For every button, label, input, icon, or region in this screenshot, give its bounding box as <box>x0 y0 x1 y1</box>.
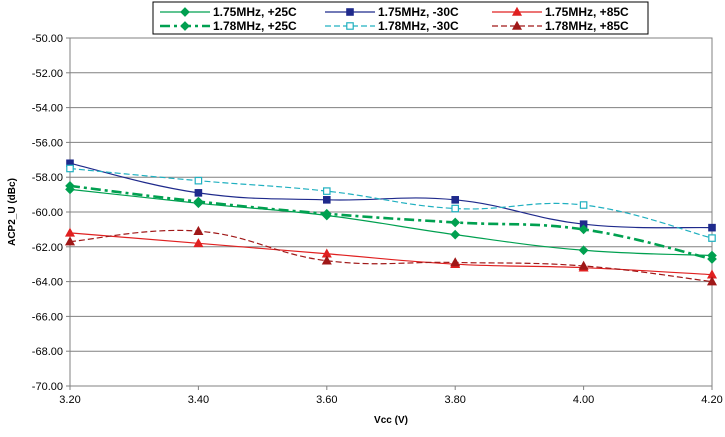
y-tick-label: -50.00 <box>32 33 63 45</box>
series-line <box>69 167 713 239</box>
legend-marker <box>180 7 190 17</box>
data-point <box>579 201 588 209</box>
legend-entry-5: 1.78MHz, -30C <box>325 19 459 33</box>
series-6 <box>64 225 718 286</box>
legend-marker <box>180 21 190 31</box>
data-point <box>578 260 589 270</box>
x-axis-title: Vcc (V) <box>374 415 408 426</box>
y-axis-tick-labels: -50.00 -52.00 -54.00 -56.00 -58.00 -60.00 -62.… <box>32 33 63 393</box>
legend-marker <box>511 6 523 16</box>
legend: 1.75MHz, +25C 1.75MHz, -30C 1.75MHz, +85C1… <box>152 1 649 35</box>
y-tick-label: -62.00 <box>32 242 63 254</box>
data-point <box>323 196 331 204</box>
series-line <box>69 184 713 261</box>
x-tick-label: 3.40 <box>188 394 209 406</box>
y-tick-label: -70.00 <box>32 381 63 393</box>
legend-label: 1.75MHz, +85C <box>545 5 629 19</box>
data-point <box>64 227 76 237</box>
x-tick-label: 3.60 <box>316 394 337 406</box>
plot-area-border <box>69 37 713 387</box>
legend-label: 1.78MHz, -30C <box>378 19 459 33</box>
legend-label: 1.75MHz, +25C <box>213 5 297 19</box>
legend-box <box>152 1 649 35</box>
data-point <box>193 225 204 235</box>
data-point <box>451 196 460 204</box>
data-point <box>708 234 716 242</box>
series-line <box>69 232 713 276</box>
y-tick-label: -64.00 <box>32 277 63 289</box>
legend-entry-1: 1.75MHz, +25C <box>160 5 297 19</box>
x-tick-label: 4.00 <box>573 394 594 406</box>
data-point <box>193 238 204 248</box>
data-point <box>193 196 204 207</box>
data-point <box>707 254 717 264</box>
legend-marker <box>511 20 523 30</box>
data-point <box>451 204 460 213</box>
series-lines <box>64 159 718 286</box>
legend-entry-4: 1.78MHz, +25C <box>160 19 297 33</box>
data-point <box>578 245 589 256</box>
legend-label: 1.75MHz, -30C <box>378 5 459 19</box>
series-line <box>69 162 713 229</box>
y-tick-label: -54.00 <box>32 103 63 115</box>
legend-marker <box>346 8 354 16</box>
y-tick-label: -66.00 <box>32 311 63 323</box>
x-tick-label: 4.20 <box>701 394 722 406</box>
legend-entry-3: 1.75MHz, +85C <box>492 5 629 19</box>
y-axis-title: ACP2_U (dBc) <box>7 178 18 246</box>
data-point <box>65 181 75 191</box>
data-point <box>708 223 716 232</box>
data-point <box>64 236 76 246</box>
legend-label: 1.78MHz, +85C <box>545 19 629 33</box>
series-2 <box>66 159 716 232</box>
legend-entry-2: 1.75MHz, -30C <box>325 5 459 19</box>
y-tick-label: -68.00 <box>32 346 63 358</box>
data-point <box>321 255 332 265</box>
data-point <box>194 189 203 197</box>
x-tick-label: 3.80 <box>444 394 465 406</box>
series-5 <box>66 164 716 242</box>
data-point <box>450 257 461 267</box>
y-tick-label: -58.00 <box>32 172 63 184</box>
legend-label: 1.78MHz, +25C <box>213 19 297 33</box>
y-tick-label: -56.00 <box>32 137 63 149</box>
data-point <box>450 229 461 240</box>
series-4 <box>65 181 717 264</box>
data-point <box>706 276 718 286</box>
legend-entry-6: 1.78MHz, +85C <box>492 19 629 33</box>
x-axis-tick-labels: 3.20 3.40 3.60 3.80 4.00 4.20 <box>59 394 722 406</box>
data-point <box>66 164 74 173</box>
series-line <box>69 188 713 257</box>
series-line <box>69 229 713 283</box>
data-point <box>578 224 589 235</box>
y-tick-label: -60.00 <box>32 207 63 219</box>
data-point <box>450 217 461 228</box>
data-point <box>323 187 331 195</box>
x-tick-label: 3.20 <box>59 394 80 406</box>
legend-marker <box>346 22 354 30</box>
data-point <box>194 176 203 185</box>
data-point <box>321 208 332 219</box>
y-tick-label: -52.00 <box>32 68 63 80</box>
